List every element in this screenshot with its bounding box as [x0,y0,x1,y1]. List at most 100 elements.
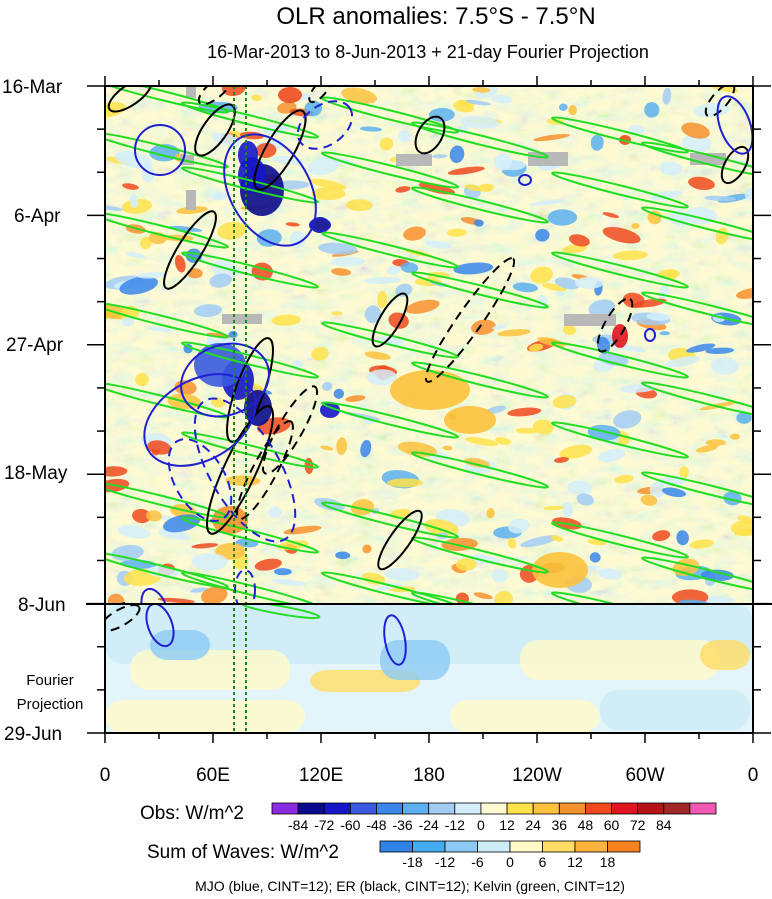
anomaly-patch [491,568,508,583]
kelvin-contour [641,381,753,419]
projection-patch [105,700,305,733]
er-contour [206,405,274,535]
anomaly-patch [512,282,539,293]
anomaly-patch [122,183,139,190]
waves-colorbar-label: Sum of Waves: W/m^2 [147,842,339,863]
anomaly-patch [589,552,601,563]
anomaly-patch [704,195,736,202]
colorbar-swatch [611,802,639,815]
er-contour [424,257,516,383]
x-tick-label: 120W [512,765,562,786]
anomaly-patch [146,326,173,333]
anomaly-patch [465,437,499,446]
anomaly-patch [273,568,292,576]
anomaly-patch [528,199,566,206]
anomaly-patch [320,445,334,451]
anomaly-patch [432,154,448,159]
colorbar-swatch [506,802,534,815]
anomaly-patch [335,551,351,560]
anomaly-patch [507,537,517,549]
anomaly-patch [105,204,124,211]
mjo-contour [716,95,753,155]
anomaly-patch [473,592,493,600]
anomaly-patch [588,299,616,318]
kelvin-contour [105,86,229,114]
anomaly-patch [508,518,530,534]
strong-anomaly-patch [532,552,588,588]
x-tick-label: 60E [196,765,230,786]
anomaly-patch [688,176,715,191]
anomaly-patch [119,276,158,295]
anomaly-patch [359,126,383,132]
colorbar-swatch [349,802,377,815]
kelvin-contour [105,481,229,519]
anomaly-patch [590,134,604,151]
colorbar-swatch [480,802,508,815]
anomaly-patch [211,192,227,201]
kelvin-contour [551,171,689,209]
anomaly-patch [543,505,564,511]
er-contour [226,337,274,443]
colorbar-swatch [297,802,325,815]
anomaly-patch [442,445,453,451]
anomaly-patch [364,351,391,360]
anomaly-patch [562,244,587,254]
anomaly-patch [535,228,550,242]
waves-colorbar: -18 -12 -6 0 6 12 18 [379,840,641,870]
colorbar-swatch [376,802,403,815]
kelvin-contour [641,471,753,509]
anomaly-patch [650,190,683,201]
anomaly-patch [460,115,500,129]
anomaly-patch [366,369,397,386]
anomaly-patch [631,222,640,229]
colorbar-tick-label: -84 [288,817,308,833]
anomaly-patch [681,122,710,139]
obs-colorbar-label: Obs: W/m^2 [140,803,244,824]
kelvin-contour [411,361,549,399]
kelvin-contour [321,571,459,604]
anomaly-patch [729,433,740,440]
colorbar-tick-label: -36 [392,817,412,833]
mjo-contour [644,328,656,342]
anomaly-patch [322,381,333,391]
colorbar-tick-label: 24 [525,817,541,833]
anomaly-patch [686,343,716,353]
y-tick-label: 8-Jun [18,595,66,616]
er-wave-contours [105,86,750,604]
anomaly-patch [681,134,712,152]
anomaly-patch [602,212,620,219]
anomaly-patch [345,199,373,212]
colorbar-swatch [585,802,612,815]
er-contour [163,210,217,290]
anomaly-patch [105,102,126,118]
anomaly-patch [554,277,580,290]
colorbar-tick-label: 18 [600,854,616,870]
anomaly-patch [532,419,554,435]
kelvin-contour [411,121,549,159]
anomaly-patch [736,411,752,424]
er-contour [371,292,409,348]
strong-anomaly-patch [238,141,258,169]
anomaly-patch [256,229,282,247]
anomaly-patch [555,291,566,297]
projection-patch [600,690,750,730]
colorbar-swatch [574,840,608,853]
kelvin-contour [551,421,689,459]
mjo-contour [134,124,186,176]
anomaly-patch [314,497,345,511]
anomaly-patch [268,506,282,518]
anomaly-patch [174,380,197,395]
anomaly-patch [537,336,566,348]
colorbar-swatch [532,802,560,815]
anomaly-patch [676,530,689,546]
anomaly-patch [176,206,208,215]
anomaly-patch [447,166,485,175]
kelvin-contour [321,401,459,439]
projection-label: Projection [17,696,84,713]
chart-subtitle: 16-Mar-2013 to 8-Jun-2013 + 21-day Fouri… [207,42,649,62]
anomaly-patch [114,151,153,169]
anomaly-patch [318,242,358,255]
anomaly-patch [530,266,553,284]
anomaly-patch [217,221,247,240]
kelvin-contour [181,431,319,469]
